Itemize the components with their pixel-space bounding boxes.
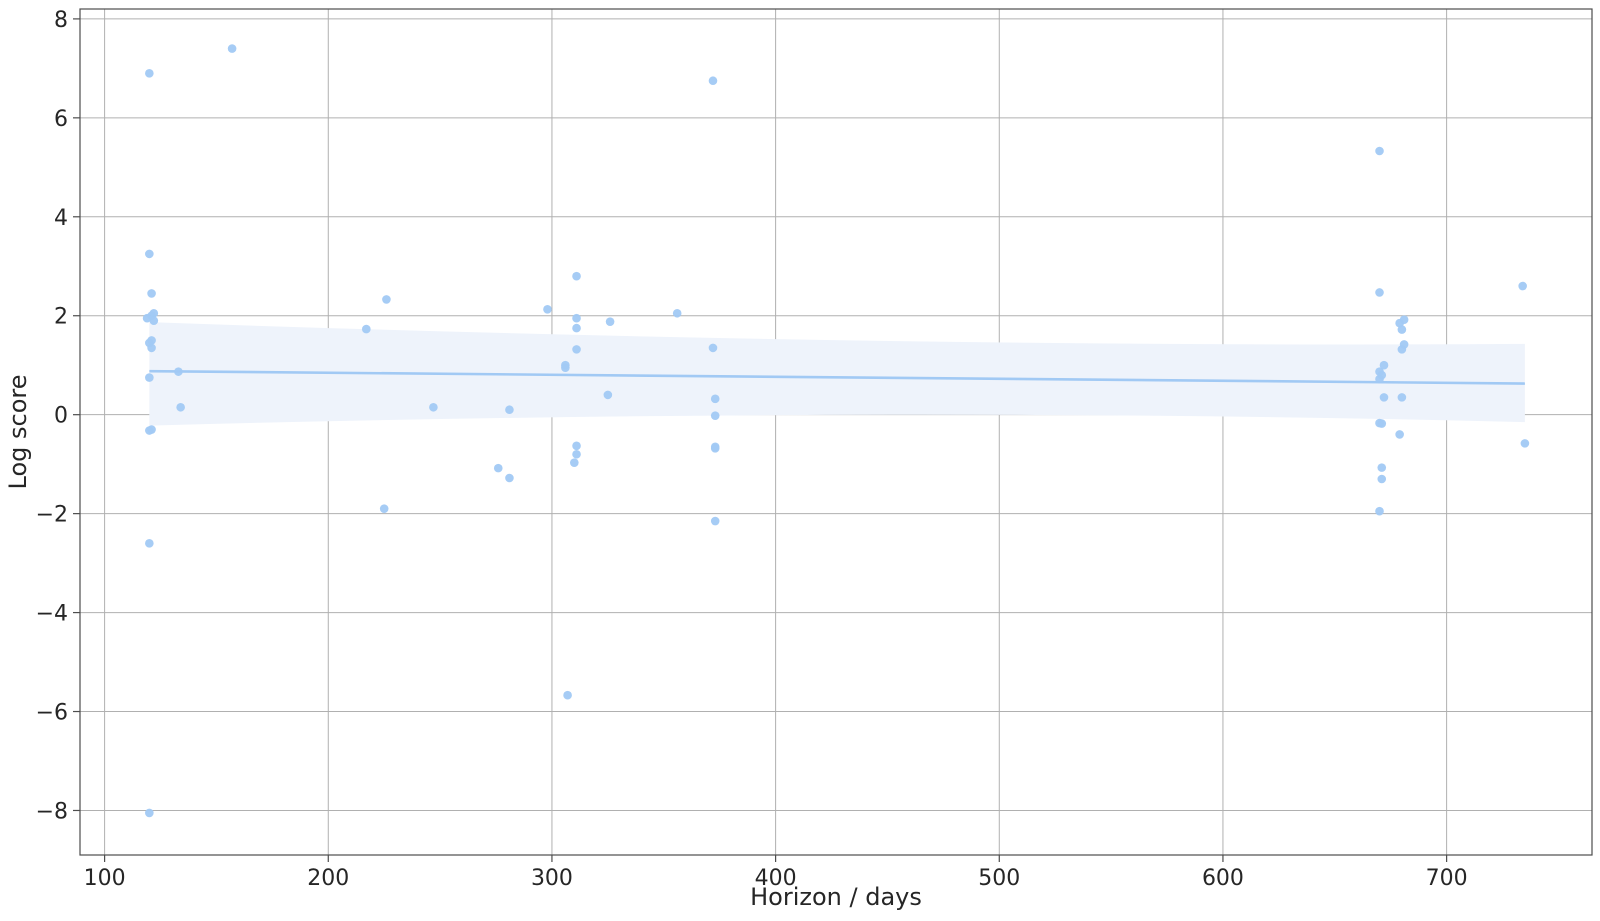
data-point: [543, 305, 552, 314]
data-point: [710, 516, 720, 526]
data-point: [572, 271, 581, 281]
y-tick-label: −6: [36, 701, 68, 726]
data-point: [1399, 315, 1409, 324]
data-point: [1375, 374, 1384, 384]
data-point: [561, 363, 570, 372]
data-point: [1395, 430, 1404, 439]
data-point: [145, 539, 154, 548]
y-axis-label: Log score: [4, 375, 32, 490]
data-point: [361, 324, 371, 334]
data-point: [1375, 506, 1384, 516]
y-tick-label: 0: [54, 404, 68, 429]
data-point: [1377, 474, 1387, 484]
data-point: [1397, 345, 1407, 354]
y-tick-label: 6: [54, 107, 68, 132]
data-points: [142, 44, 1530, 818]
data-point: [563, 690, 572, 700]
data-point: [145, 69, 154, 78]
grid-lines: [80, 9, 1592, 855]
data-point: [174, 367, 183, 376]
x-tick-label: 500: [978, 866, 1020, 891]
data-point: [1397, 325, 1407, 334]
data-point: [505, 473, 514, 483]
data-point: [672, 308, 682, 318]
y-tick-label: 4: [54, 206, 68, 231]
x-tick-label: 200: [307, 866, 349, 891]
data-point: [1518, 281, 1527, 291]
data-point: [145, 373, 154, 382]
x-tick-label: 600: [1202, 866, 1244, 891]
data-point: [429, 402, 438, 412]
data-point: [710, 394, 720, 404]
data-point: [708, 76, 718, 86]
data-point: [147, 425, 156, 434]
data-point: [710, 411, 720, 420]
y-tick-labels: −8 −6 −4 −2 0 2 4 6 8: [36, 8, 80, 824]
data-point: [1377, 463, 1387, 472]
data-point: [493, 463, 503, 473]
data-point: [1520, 439, 1530, 448]
data-point: [570, 458, 579, 467]
data-point: [605, 317, 615, 326]
data-point: [572, 441, 581, 451]
data-point: [1379, 393, 1389, 402]
data-point: [710, 444, 720, 453]
y-tick-label: −8: [36, 799, 68, 824]
confidence-band: [149, 322, 1525, 426]
data-point: [1379, 360, 1389, 370]
data-point: [572, 313, 581, 323]
x-tick-label: 700: [1426, 866, 1468, 891]
data-point: [149, 316, 159, 325]
data-point: [708, 343, 718, 353]
y-tick-label: 8: [54, 8, 68, 33]
data-point: [227, 44, 237, 53]
data-point: [142, 313, 152, 323]
data-point: [1397, 393, 1407, 402]
data-point: [147, 289, 156, 298]
y-tick-label: −2: [36, 503, 68, 528]
data-point: [572, 449, 581, 459]
data-point: [1375, 146, 1384, 156]
data-point: [572, 323, 581, 333]
x-tick-labels: 100 200 300 400 500 600 700: [84, 855, 1468, 891]
data-point: [603, 390, 613, 400]
plot-frame: [79, 8, 1593, 856]
x-tick-label: 100: [84, 866, 126, 891]
data-point: [145, 808, 154, 818]
y-tick-label: −4: [36, 602, 68, 627]
regression-line: [149, 369, 1525, 385]
y-tick-label: 2: [54, 305, 68, 330]
data-point: [505, 405, 514, 415]
x-tick-label: 300: [531, 866, 573, 891]
data-point: [572, 345, 581, 354]
data-point: [147, 343, 156, 353]
data-point: [382, 295, 391, 304]
data-point: [1377, 419, 1387, 428]
x-axis-label: Horizon / days: [750, 883, 922, 911]
data-point: [176, 402, 185, 412]
data-point: [1375, 288, 1384, 297]
data-point: [379, 504, 389, 513]
data-point: [145, 249, 154, 259]
x-tick-label: 400: [755, 866, 797, 891]
